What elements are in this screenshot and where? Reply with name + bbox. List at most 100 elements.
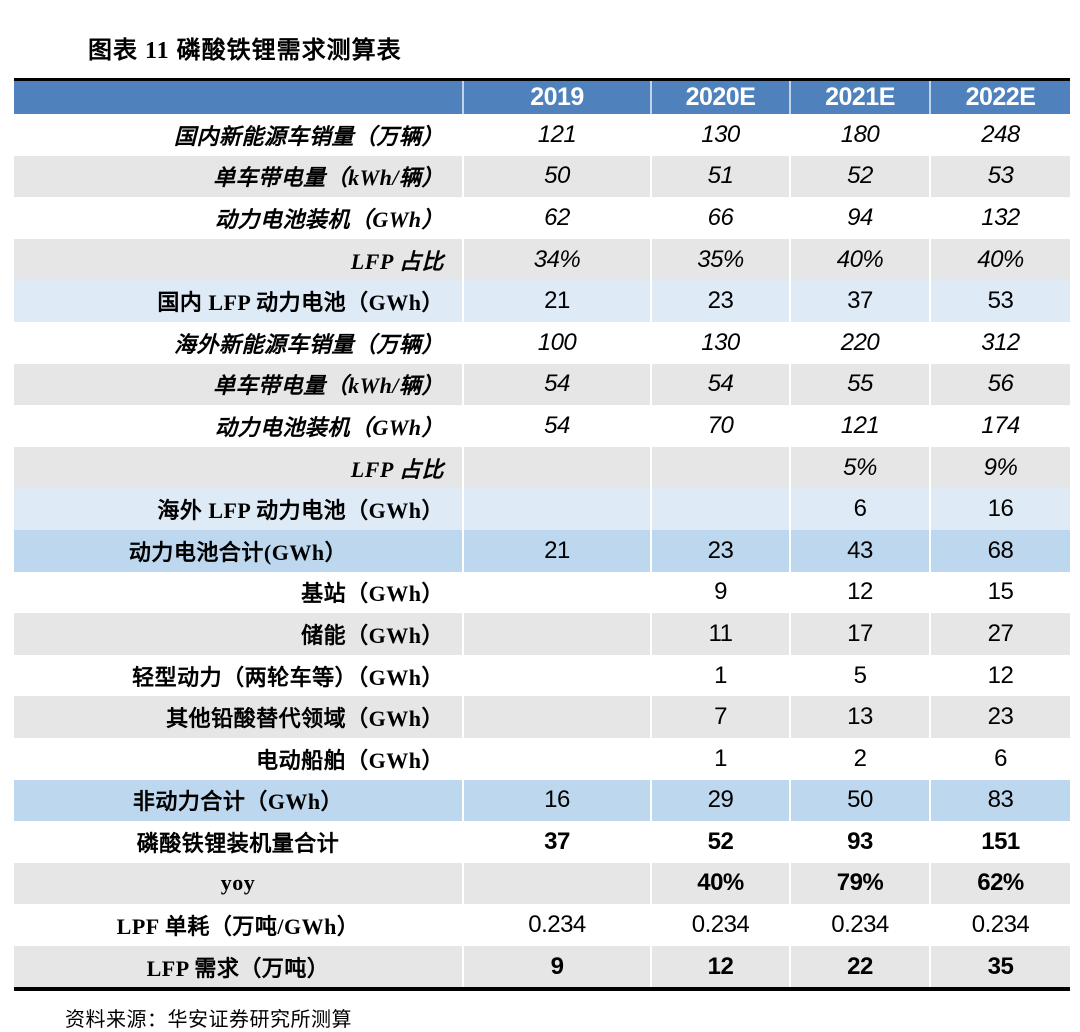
cell-value: 27 <box>929 613 1070 655</box>
header-cell-label <box>14 79 463 114</box>
cell-value: 66 <box>650 197 790 239</box>
cell-value: 5 <box>789 654 930 697</box>
cell-value: 37 <box>789 280 930 322</box>
row-label: 非动力合计（GWh） <box>132 789 344 815</box>
row-label: yoy <box>220 870 256 896</box>
header-cell-2020e: 2020E <box>650 79 790 114</box>
cell-value <box>462 446 651 489</box>
cell-value: 51 <box>650 155 790 198</box>
cell-value: 6 <box>929 737 1070 780</box>
header-cell-2021e: 2021E <box>789 79 930 114</box>
cell-value: 0.234 <box>462 904 651 946</box>
header-row: 2019 2020E 2021E 2022E <box>14 79 1070 114</box>
cell-value: 35 <box>929 945 1070 990</box>
cell-value: 68 <box>929 529 1070 572</box>
cell-value: 151 <box>929 821 1070 863</box>
cell-value: 34% <box>462 238 651 281</box>
table-row: 动力电池装机（GWh） 62 66 94 132 <box>14 197 1070 239</box>
row-label: 电动船舶（GWh） <box>256 747 444 773</box>
cell-value <box>462 862 651 905</box>
row-label: 轻型动力（两轮车等）（GWh） <box>132 664 444 690</box>
cell-value: 174 <box>929 405 1070 447</box>
cell-value: 15 <box>929 571 1070 614</box>
table-row: 其他铅酸替代领域（GWh） 7 13 23 <box>14 696 1070 738</box>
cell-value: 13 <box>789 696 930 738</box>
cell-value: 94 <box>789 197 930 239</box>
cell-value: 248 <box>929 114 1070 156</box>
cell-value: 130 <box>650 114 790 156</box>
cell-value: 16 <box>462 779 651 822</box>
row-label: 储能（GWh） <box>301 622 444 648</box>
row-label: LFP 占比 <box>350 248 444 274</box>
cell-value: 53 <box>929 155 1070 198</box>
cell-value: 40% <box>650 862 790 905</box>
cell-value: 52 <box>789 155 930 198</box>
cell-value: 12 <box>789 571 930 614</box>
cell-value: 56 <box>929 363 1070 406</box>
cell-value <box>650 446 790 489</box>
cell-value <box>462 488 651 530</box>
cell-value: 100 <box>462 321 651 364</box>
cell-value: 21 <box>462 280 651 322</box>
cell-value: 62 <box>462 197 651 239</box>
row-label: 国内新能源车销量（万辆） <box>173 123 444 149</box>
cell-value: 53 <box>929 280 1070 322</box>
cell-value: 23 <box>650 529 790 572</box>
row-label: 国内 LFP 动力电池（GWh） <box>157 290 444 316</box>
table-row: 单车带电量（kWh/辆） 50 51 52 53 <box>14 155 1070 198</box>
cell-value <box>462 696 651 738</box>
row-label: 基站（GWh） <box>301 581 444 607</box>
row-label: 其他铅酸替代领域（GWh） <box>166 706 444 732</box>
row-label: 动力电池合计(GWh） <box>128 539 348 565</box>
row-label: LPF 单耗（万吨/GWh） <box>116 914 360 940</box>
cell-value <box>650 488 790 530</box>
cell-value: 62% <box>929 862 1070 905</box>
cell-value: 22 <box>789 945 930 990</box>
row-label: 海外新能源车销量（万辆） <box>173 331 444 357</box>
table-row: LFP 占比 34% 35% 40% 40% <box>14 238 1070 281</box>
cell-value <box>462 654 651 697</box>
table-row: 动力电池装机（GWh） 54 70 121 174 <box>14 405 1070 447</box>
table-header: 2019 2020E 2021E 2022E <box>14 79 1070 114</box>
table-row: 动力电池合计(GWh） 21 23 43 68 <box>14 529 1070 572</box>
cell-value: 23 <box>650 280 790 322</box>
cell-value: 180 <box>789 114 930 156</box>
cell-value: 9% <box>929 446 1070 489</box>
source-note: 资料来源：华安证券研究所测算 <box>65 1009 352 1032</box>
cell-value <box>462 571 651 614</box>
cell-value: 0.234 <box>789 904 930 946</box>
table-row: 国内新能源车销量（万辆） 121 130 180 248 <box>14 114 1070 156</box>
cell-value <box>462 737 651 780</box>
cell-value: 50 <box>789 779 930 822</box>
cell-value: 40% <box>789 238 930 281</box>
cell-value: 21 <box>462 529 651 572</box>
cell-value <box>462 613 651 655</box>
table-row: 电动船舶（GWh） 1 2 6 <box>14 737 1070 780</box>
cell-value: 54 <box>462 405 651 447</box>
cell-value: 12 <box>650 945 790 990</box>
cell-value: 37 <box>462 821 651 863</box>
cell-value: 52 <box>650 821 790 863</box>
cell-value: 55 <box>789 363 930 406</box>
table-row: 基站（GWh） 9 12 15 <box>14 571 1070 614</box>
table-row: 海外 LFP 动力电池（GWh） 6 16 <box>14 488 1070 530</box>
cell-value: 2 <box>789 737 930 780</box>
table-row: 国内 LFP 动力电池（GWh） 21 23 37 53 <box>14 280 1070 322</box>
table-row: 磷酸铁锂装机量合计 37 52 93 151 <box>14 821 1070 863</box>
row-label: LFP 占比 <box>350 456 444 482</box>
table-row: 海外新能源车销量（万辆） 100 130 220 312 <box>14 321 1070 364</box>
table-body: 国内新能源车销量（万辆） 121 130 180 248 单车带电量（kWh/辆） 50 51… <box>14 114 1070 990</box>
cell-value: 50 <box>462 155 651 198</box>
cell-value: 132 <box>929 197 1070 239</box>
cell-value: 5% <box>789 446 930 489</box>
cell-value: 121 <box>462 114 651 156</box>
row-label: 磷酸铁锂装机量合计 <box>136 830 340 856</box>
cell-value: 312 <box>929 321 1070 364</box>
table-row: 非动力合计（GWh） 16 29 50 83 <box>14 779 1070 822</box>
cell-value: 6 <box>789 488 930 530</box>
cell-value: 11 <box>650 613 790 655</box>
row-label: 海外 LFP 动力电池（GWh） <box>157 498 444 524</box>
cell-value: 35% <box>650 238 790 281</box>
row-label: 动力电池装机（GWh） <box>214 206 444 232</box>
